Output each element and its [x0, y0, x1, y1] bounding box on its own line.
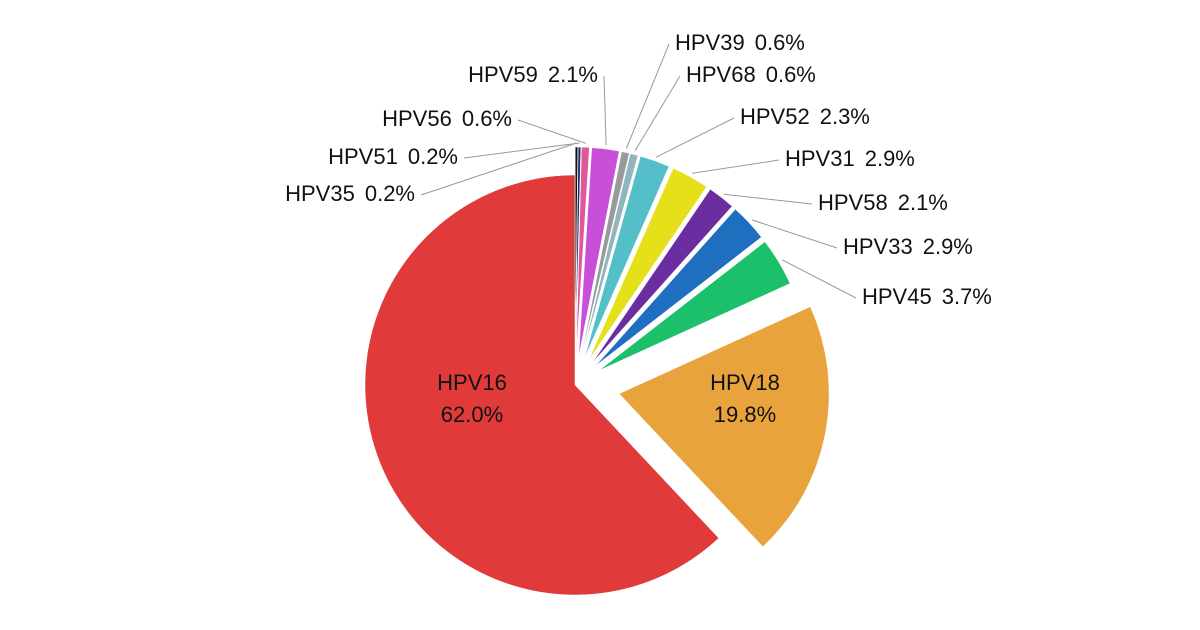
slice	[578, 147, 620, 358]
category-label: HPV52	[740, 104, 810, 129]
leader-line	[781, 259, 857, 299]
category-label: HPV33	[843, 234, 913, 259]
data-label: HPV51 0.2%	[328, 144, 458, 169]
slice	[584, 155, 670, 359]
category-label: HPV16	[437, 370, 507, 395]
slice	[598, 241, 791, 371]
data-label: HPV33 2.9%	[843, 234, 973, 259]
category-label: HPV51	[328, 144, 398, 169]
slice	[588, 167, 707, 361]
data-label: HPV18 19.8%	[710, 370, 780, 427]
value-label: 19.8%	[714, 402, 776, 427]
category-label: HPV68	[686, 62, 756, 87]
slice	[595, 208, 762, 367]
value-label: 62.0%	[441, 402, 503, 427]
category-label: HPV35	[285, 181, 355, 206]
category-label: HPV18	[710, 370, 780, 395]
data-label: HPV52 2.3%	[740, 104, 870, 129]
leader-line	[634, 75, 681, 151]
value-label: 2.1%	[898, 190, 948, 215]
value-label: 2.9%	[923, 234, 973, 259]
slice	[574, 146, 579, 358]
data-label: HPV45 3.7%	[862, 284, 992, 309]
value-label: 0.6%	[755, 30, 805, 55]
leader-line	[751, 219, 838, 249]
value-label: 0.2%	[365, 181, 415, 206]
slice	[364, 174, 720, 596]
data-label: HPV58 2.1%	[818, 190, 948, 215]
data-label: HPV56 0.6%	[382, 106, 512, 131]
slice	[592, 188, 733, 364]
value-label: 0.6%	[766, 62, 816, 87]
leader-line	[723, 193, 813, 205]
slice	[581, 153, 639, 358]
value-label: 2.1%	[548, 62, 598, 87]
leader-line	[692, 159, 780, 174]
data-label: HPV31 2.9%	[785, 146, 915, 171]
value-label: 3.7%	[942, 284, 992, 309]
leader-line	[463, 142, 580, 159]
slice	[580, 151, 630, 358]
category-label: HPV45	[862, 284, 932, 309]
data-label: HPV35 0.2%	[285, 181, 415, 206]
category-label: HPV56	[382, 106, 452, 131]
value-label: 0.2%	[408, 144, 458, 169]
value-label: 0.6%	[462, 106, 512, 131]
slice	[618, 306, 830, 548]
value-label: 2.3%	[820, 104, 870, 129]
category-label: HPV39	[675, 30, 745, 55]
leader-line	[656, 117, 735, 158]
data-label: HPV16 62.0%	[437, 370, 507, 427]
category-label: HPV31	[785, 146, 855, 171]
leader-line	[625, 43, 670, 149]
leader-line	[603, 75, 607, 146]
leader-line	[517, 119, 586, 144]
leader-line	[420, 142, 577, 196]
slice	[575, 146, 590, 358]
data-label: HPV39 0.6%	[675, 30, 805, 55]
slice	[575, 146, 582, 358]
category-label: HPV59	[468, 62, 538, 87]
category-label: HPV58	[818, 190, 888, 215]
data-label: HPV59 2.1%	[468, 62, 598, 87]
data-label: HPV68 0.6%	[686, 62, 816, 87]
value-label: 2.9%	[865, 146, 915, 171]
